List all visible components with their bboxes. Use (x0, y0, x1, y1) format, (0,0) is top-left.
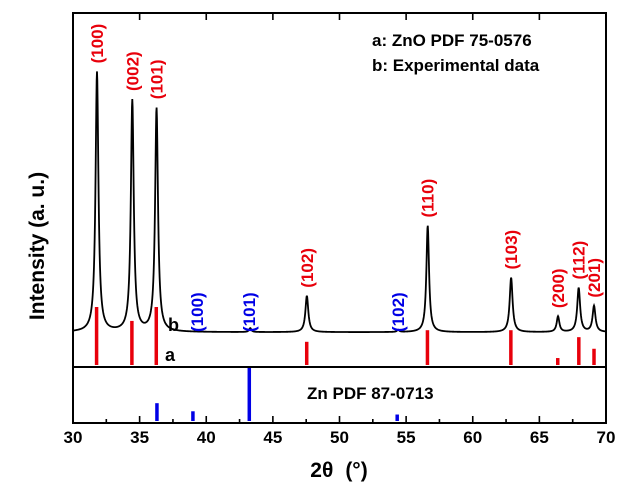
x-axis-title: 2θ (°) (310, 459, 367, 482)
curve-label-b: b (168, 315, 179, 335)
hkl-label-3: (100) (188, 292, 207, 332)
x-tick-label-45: 45 (263, 428, 282, 447)
x-tick-label-30: 30 (64, 428, 83, 447)
curve-label-a: a (165, 345, 176, 365)
x-axis-title-unit: (°) (345, 459, 367, 482)
hkl-label-8: (103) (502, 230, 521, 270)
hkl-label-11: (201) (585, 258, 604, 298)
hkl-label-5: (102) (298, 248, 317, 288)
x-axis-title-symbol: 2θ (310, 459, 333, 482)
x-tick-label-60: 60 (463, 428, 482, 447)
x-tick-label-50: 50 (330, 428, 349, 447)
legend-entry-a: a: ZnO PDF 75-0576 (372, 31, 532, 50)
legend-entry-b: b: Experimental data (372, 56, 540, 75)
hkl-label-10: (112) (570, 241, 589, 280)
hkl-label-9: (200) (549, 268, 568, 308)
x-tick-label-40: 40 (197, 428, 216, 447)
zn-panel-title: Zn PDF 87-0713 (307, 384, 434, 403)
hkl-label-0: (100) (88, 24, 107, 64)
hkl-label-4: (101) (240, 292, 259, 332)
y-axis-title: Intensity (a. u.) (26, 172, 49, 320)
experimental-pattern-line (72, 71, 607, 333)
x-tick-label-65: 65 (530, 428, 549, 447)
x-tick-label-70: 70 (597, 428, 616, 447)
x-tick-label-55: 55 (397, 428, 416, 447)
hkl-label-2: (101) (148, 60, 167, 100)
plot-layer: (100) (002) (101) (100) (101) (102) (102) (110)… (72, 24, 607, 421)
hkl-label-7: (110) (419, 179, 438, 218)
x-tick-label-35: 35 (130, 428, 149, 447)
x-axis: 30 35 40 45 50 55 60 65 70 (64, 13, 616, 447)
hkl-label-6: (102) (389, 292, 408, 332)
hkl-label-1: (002) (123, 51, 142, 91)
